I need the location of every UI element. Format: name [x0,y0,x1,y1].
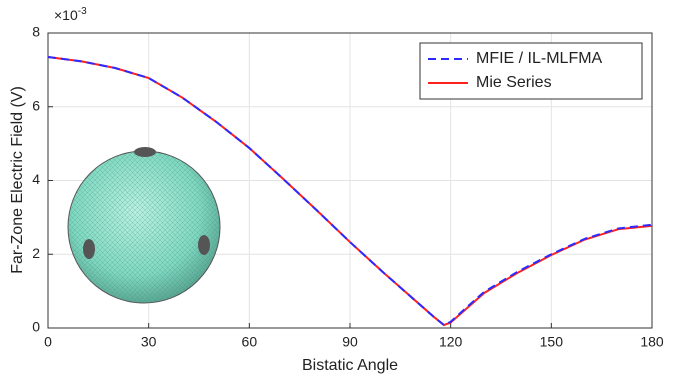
legend-label: Mie Series [476,74,552,91]
chart: ×10-3 Bistatic Angle Far-Zone Electric F… [0,0,679,381]
legend-label: MFIE / IL-MLFMA [476,50,603,67]
x-tick-label: 90 [342,334,358,350]
x-tick-label: 30 [141,334,157,350]
x-axis-label: Bistatic Angle [302,357,398,374]
y-tick-label: 4 [32,171,40,187]
y-axis-label: Far-Zone Electric Field (V) [9,86,26,274]
page: ×10-3 Bistatic Angle Far-Zone Electric F… [0,0,679,381]
x-tick-label: 120 [439,334,463,350]
y-multiplier: ×10-3 [54,6,87,23]
y-tick-label: 0 [32,319,40,335]
y-tick-label: 6 [32,97,40,113]
multiplier-base: ×10 [54,7,78,23]
x-tick-label: 180 [640,334,664,350]
inset-sphere [68,147,220,303]
multiplier-power: -3 [78,6,87,17]
x-tick-label: 60 [242,334,258,350]
x-tick-label: 150 [540,334,564,350]
x-tick-label: 0 [44,334,52,350]
y-tick-label: 2 [32,245,40,261]
y-tick-label: 8 [32,24,40,40]
